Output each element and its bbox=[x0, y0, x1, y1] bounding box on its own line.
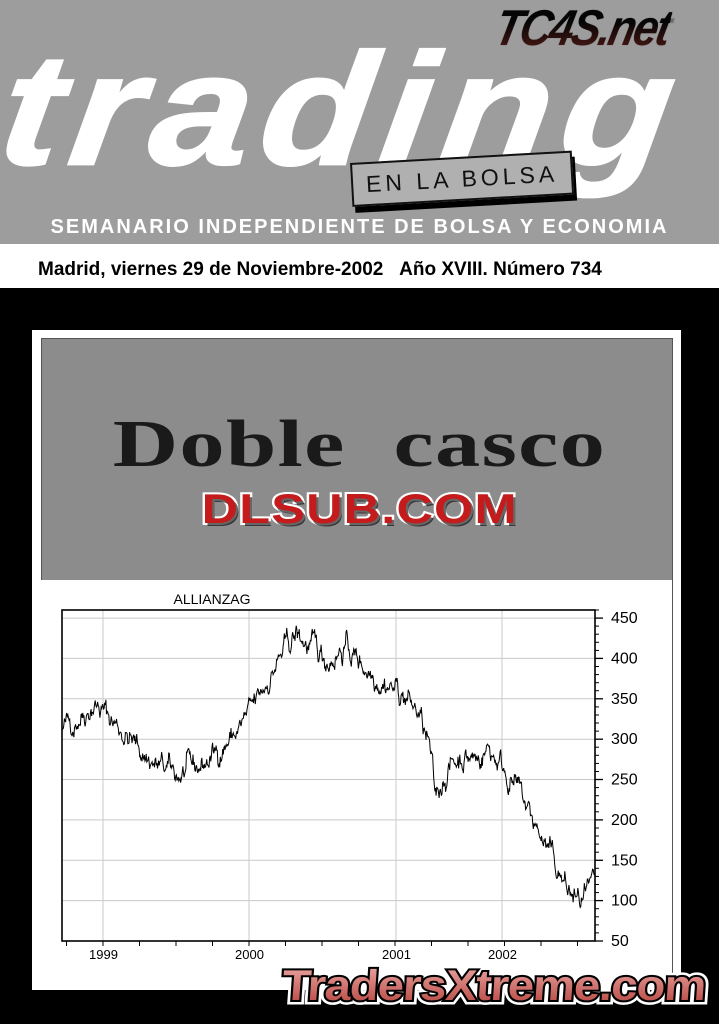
svg-text:100: 100 bbox=[611, 893, 638, 910]
svg-text:2001: 2001 bbox=[382, 947, 411, 962]
svg-text:2000: 2000 bbox=[235, 947, 264, 962]
svg-text:2002: 2002 bbox=[488, 947, 517, 962]
svg-text:50: 50 bbox=[611, 933, 629, 950]
svg-text:150: 150 bbox=[611, 852, 638, 869]
svg-text:450: 450 bbox=[611, 610, 638, 627]
svg-text:250: 250 bbox=[611, 772, 638, 789]
svg-text:1999: 1999 bbox=[89, 947, 118, 962]
svg-text:400: 400 bbox=[611, 650, 638, 667]
svg-text:300: 300 bbox=[611, 731, 638, 748]
svg-text:350: 350 bbox=[611, 691, 638, 708]
svg-text:200: 200 bbox=[611, 812, 638, 829]
